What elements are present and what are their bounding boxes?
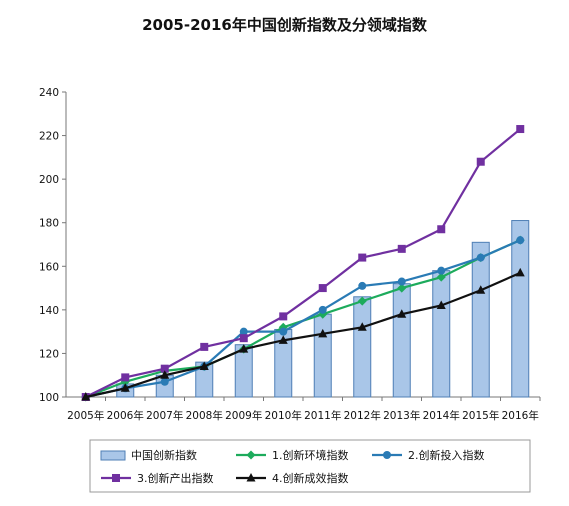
y-tick-label: 140: [39, 305, 59, 317]
bar-9: [432, 270, 451, 398]
series-2-point: [358, 281, 367, 290]
legend: 中国创新指数 1.创新环境指数 2.创新投入指数 3.创新产出指数 4.创新成效指数: [89, 439, 531, 493]
x-tick-label: 2009年: [225, 409, 262, 422]
series-line-1: [85, 239, 521, 399]
y-tick-label: 220: [39, 131, 59, 143]
series-3-point: [397, 244, 406, 253]
series-line-3: [85, 128, 521, 398]
x-tick-label: 2011年: [304, 409, 341, 422]
series-3-point: [318, 284, 327, 293]
x-tick-label: 2008年: [186, 409, 223, 422]
series-2-point: [397, 277, 406, 286]
x-tick-label: 2012年: [344, 409, 381, 422]
legend-label-3: 3.创新产出指数: [137, 471, 214, 485]
legend-box: [89, 439, 531, 493]
bar-6: [313, 313, 332, 398]
series-2-point: [437, 266, 446, 275]
series-4-point: [81, 392, 91, 401]
legend-marker-1: [246, 450, 256, 460]
series-4-point: [357, 322, 367, 331]
legend-label-4: 4.创新成效指数: [272, 471, 349, 485]
y-tick-label: 240: [39, 87, 59, 99]
legend-label-bar: 中国创新指数: [131, 448, 197, 462]
bar-8: [392, 283, 411, 398]
series-4-point: [278, 335, 288, 344]
series-3-point: [239, 334, 248, 343]
x-tick-label: 2016年: [502, 409, 539, 422]
series-4-point: [199, 361, 209, 370]
y-tick-label: 200: [39, 174, 59, 186]
series-4: [81, 267, 525, 401]
y-axis: 100 120 140 160 180 200 220 240: [39, 87, 67, 404]
x-tick-label: 2014年: [423, 409, 460, 422]
x-tick-label: 2005年: [67, 409, 104, 422]
series-4-point: [515, 267, 525, 277]
x-tick-label: 2006年: [107, 409, 144, 422]
series-1: [81, 235, 525, 402]
bar-10: [471, 241, 490, 398]
y-tick-label: 120: [39, 348, 59, 360]
legend-label-1: 1.创新环境指数: [272, 448, 349, 462]
series-2-point: [476, 253, 485, 262]
line-series: [81, 125, 525, 402]
series-3-point: [437, 225, 446, 234]
series-2-point: [516, 236, 525, 245]
legend-marker-2: [383, 451, 391, 459]
x-tick-label: 2010年: [265, 409, 302, 422]
x-tick-label: 2015年: [462, 409, 499, 422]
series-4-point: [436, 300, 446, 309]
series-4-point: [476, 285, 486, 294]
chart-title: 2005-2016年中国创新指数及分领域指数: [142, 16, 428, 34]
series-3-point: [279, 312, 288, 321]
series-4-point: [160, 370, 170, 379]
series-3: [81, 125, 525, 401]
legend-swatch-bar: [100, 450, 126, 461]
series-2-point: [239, 327, 248, 336]
series-1-point: [397, 283, 407, 293]
x-tick-label: 2007年: [146, 409, 183, 422]
series-4-point: [120, 383, 130, 392]
series-line-4: [85, 271, 521, 399]
y-tick-label: 160: [39, 261, 59, 273]
legend-marker-4: [246, 473, 256, 482]
series-3-point: [358, 253, 367, 262]
series-3-point: [476, 157, 485, 166]
series-3-point: [121, 373, 130, 382]
series-2-point: [279, 327, 288, 336]
bar-11: [511, 220, 530, 398]
x-axis: 2005年 2006年 2007年 2008年 2009年 2010年 2011年 2012年…: [66, 396, 541, 422]
series-2-point: [160, 377, 169, 386]
series-3-point: [516, 125, 525, 134]
series-4-point: [239, 344, 249, 353]
bar-7: [353, 296, 372, 398]
series-3-point: [160, 364, 169, 373]
series-1-point: [357, 296, 367, 306]
y-tick-label: 100: [39, 392, 59, 404]
series-3-point: [200, 342, 209, 351]
y-tick-label: 180: [39, 218, 59, 230]
legend-marker-3: [112, 474, 120, 482]
series-line-2: [85, 239, 521, 399]
series-4-point: [318, 328, 328, 338]
series-4-point: [397, 309, 407, 318]
x-tick-label: 2013年: [383, 409, 420, 422]
series-1-point: [436, 272, 446, 282]
legend-label-2: 2.创新投入指数: [408, 448, 485, 462]
series-2-point: [318, 305, 327, 314]
